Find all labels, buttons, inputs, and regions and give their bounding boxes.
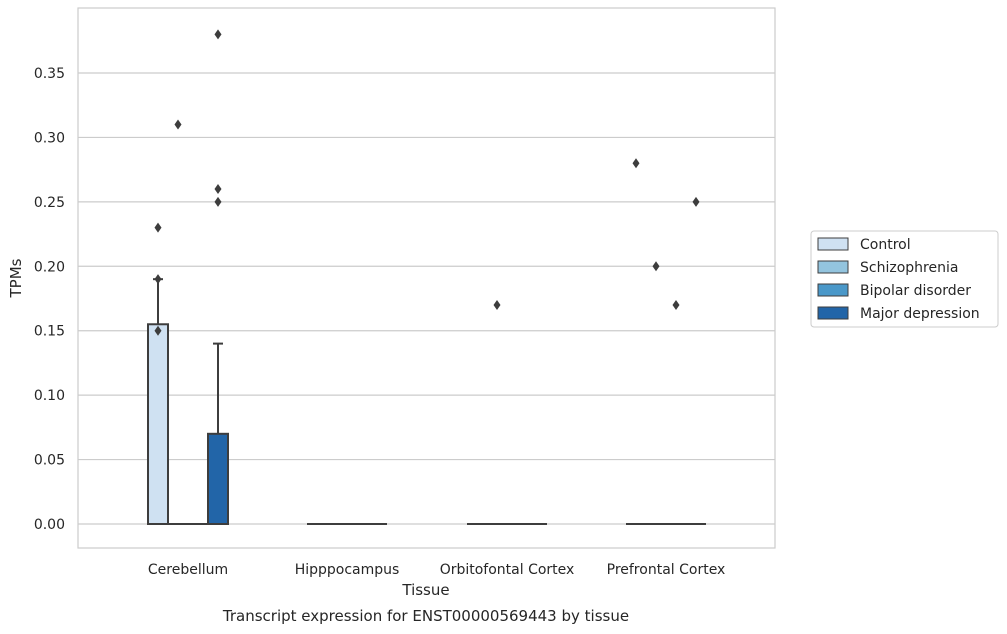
y-tick-label: 0.35 [34,66,65,82]
legend: Control Schizophrenia Bipolar disorder Majo… [810,230,999,328]
outlier-point [493,299,501,310]
outlier-point [154,222,162,233]
outlier-point [154,325,162,336]
box [207,432,229,525]
x-axis-ticks: Cerebellum Hipppocampus Orbitofontal Corte… [148,562,725,578]
y-tick-label: 0.25 [34,195,65,211]
outlier-point [154,274,162,285]
legend-label: Control [860,237,911,253]
y-tick-label: 0.05 [34,453,65,469]
grid-lines [78,72,775,525]
y-axis-ticks: 0.00 0.05 0.10 0.15 0.20 0.25 0.30 0.35 [34,66,65,533]
y-axis-title: TPMs [7,258,25,298]
series-group [147,158,646,525]
legend-label: Major depression [860,306,980,322]
legend-swatch [817,237,849,251]
legend-label: Schizophrenia [860,260,958,276]
legend-label: Bipolar disorder [860,283,971,299]
chart-caption: Transcript expression for ENST0000056944… [222,607,629,625]
series-group [168,119,666,525]
x-axis-title: Tissue [401,581,449,599]
outlier-point [632,158,640,169]
outlier-point [214,196,222,207]
outlier-point [214,183,222,194]
x-tick-label: Prefrontal Cortex [607,562,726,578]
series-group [188,299,686,525]
outlier-point [672,299,680,310]
outlier-point [652,261,660,272]
series-group [207,29,706,525]
y-tick-label: 0.00 [34,517,65,533]
legend-frame [810,230,999,328]
plot-area-frame [77,7,776,549]
outlier-point [692,196,700,207]
outlier-point [174,119,182,130]
x-tick-label: Cerebellum [148,562,228,578]
outlier-point [214,29,222,40]
box [147,323,169,525]
box-marks [147,29,706,525]
y-tick-label: 0.10 [34,388,65,404]
y-tick-label: 0.15 [34,324,65,340]
legend-swatch [817,283,849,297]
legend-swatch [817,306,849,320]
y-tick-label: 0.20 [34,259,65,275]
x-tick-label: Orbitofontal Cortex [440,562,575,578]
y-tick-label: 0.30 [34,130,65,146]
legend-swatch [817,260,849,274]
x-tick-label: Hipppocampus [295,562,400,578]
